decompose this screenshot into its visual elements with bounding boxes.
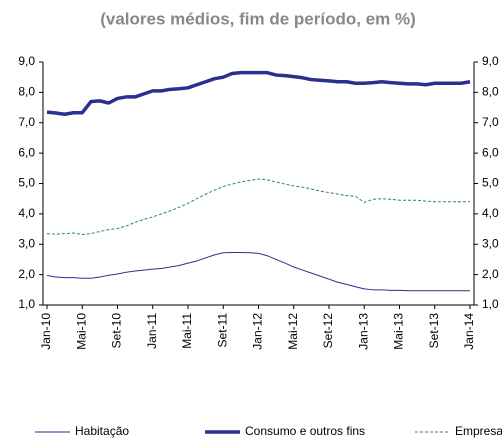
legend-label: Empresas	[455, 424, 502, 438]
legend-label: Consumo e outros fins	[245, 424, 365, 438]
x-tick-label: Set-13	[427, 313, 441, 349]
x-tick-label: Mai-13	[392, 313, 406, 350]
y-tick-label: 6,0	[18, 145, 35, 159]
y-tick-label: 2,0	[18, 267, 35, 281]
x-tick-label: Mai-11	[180, 313, 194, 349]
x-tick-label: Jan-10	[39, 313, 53, 350]
y2-tick-label: 3,0	[482, 236, 499, 250]
series-line	[46, 70, 471, 116]
y-tick-label: 7,0	[18, 115, 35, 129]
y-tick-label: 9,0	[18, 54, 35, 68]
y2-tick-label: 2,0	[482, 267, 499, 281]
y2-tick-label: 7,0	[482, 115, 499, 129]
y2-tick-label: 5,0	[482, 176, 499, 190]
chart-subtitle: (valores médios, fim de período, em %)	[100, 9, 416, 28]
y2-tick-label: 1,0	[482, 297, 499, 311]
x-tick-label: Mai-10	[74, 313, 88, 350]
y2-tick-label: 8,0	[482, 85, 499, 99]
y-tick-label: 1,0	[18, 297, 35, 311]
series-line	[46, 178, 470, 236]
y2-tick-label: 9,0	[482, 54, 499, 68]
y-tick-label: 4,0	[18, 206, 35, 220]
x-tick-label: Jan-11	[145, 313, 159, 349]
y2-tick-label: 6,0	[482, 145, 499, 159]
x-tick-label: Jan-13	[356, 313, 370, 350]
series-line	[46, 251, 470, 292]
x-tick-label: Jan-14	[462, 313, 476, 350]
y-tick-label: 5,0	[18, 176, 35, 190]
x-tick-label: Mai-12	[286, 313, 300, 350]
x-tick-label: Set-11	[215, 313, 229, 348]
y2-tick-label: 4,0	[482, 206, 499, 220]
x-tick-label: Set-12	[321, 313, 335, 349]
y-tick-label: 8,0	[18, 85, 35, 99]
legend-label: Habitação	[75, 424, 129, 438]
y-tick-label: 3,0	[18, 236, 35, 250]
x-tick-label: Set-10	[110, 313, 124, 349]
x-tick-label: Jan-12	[251, 313, 265, 350]
